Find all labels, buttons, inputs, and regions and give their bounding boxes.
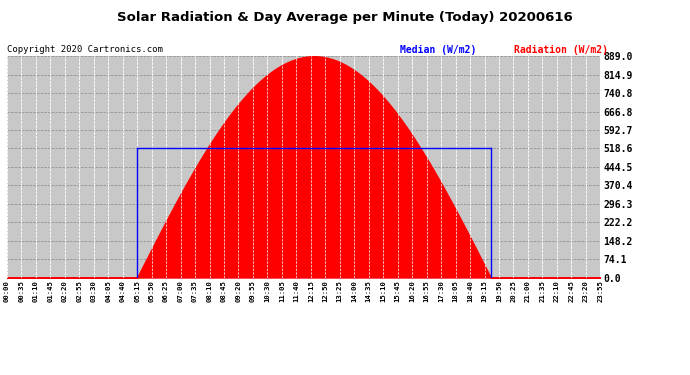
Text: Radiation (W/m2): Radiation (W/m2) <box>514 45 608 55</box>
Text: Copyright 2020 Cartronics.com: Copyright 2020 Cartronics.com <box>7 45 163 54</box>
Text: Solar Radiation & Day Average per Minute (Today) 20200616: Solar Radiation & Day Average per Minute… <box>117 11 573 24</box>
Text: Median (W/m2): Median (W/m2) <box>400 45 477 55</box>
